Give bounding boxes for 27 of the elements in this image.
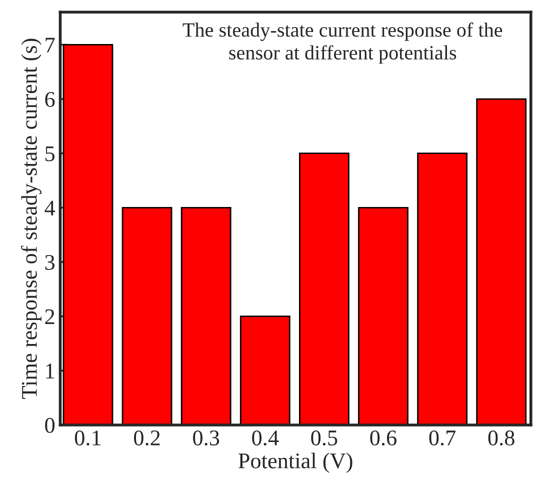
bar (240, 316, 290, 425)
y-tick-label: 2 (45, 309, 54, 324)
x-axis-title: Potential (V) (238, 452, 352, 473)
bar (358, 206, 408, 425)
x-tick-label: 0.8 (488, 430, 514, 446)
y-tick-label: 0 (45, 418, 55, 433)
x-tick-label: 0.5 (311, 430, 338, 446)
x-tick-label: 0.1 (74, 430, 101, 446)
bar (298, 152, 350, 425)
x-tick-label: 0.6 (370, 430, 396, 446)
bar (180, 206, 232, 425)
x-tick-label: 0.3 (193, 430, 220, 446)
y-tick-label: 7 (46, 38, 55, 52)
y-tick-label: 1 (46, 364, 54, 378)
y-tick-label: 5 (46, 146, 54, 162)
y-tick-label: 3 (45, 254, 54, 270)
bar (476, 98, 527, 425)
x-tick-label: 0.4 (252, 430, 279, 446)
annotation: The steady-state current response of the sensor at different potentials (182, 22, 502, 64)
x-tick-label: 0.7 (429, 430, 456, 446)
y-tick-label: 6 (45, 92, 55, 107)
bar (122, 206, 172, 425)
x-tick-label: 0.2 (134, 430, 160, 446)
bar (62, 44, 114, 425)
y-tick-label: 4 (44, 200, 56, 216)
y-axis-title: Time response of steady-state current (s) (21, 38, 42, 399)
bar (417, 152, 468, 425)
